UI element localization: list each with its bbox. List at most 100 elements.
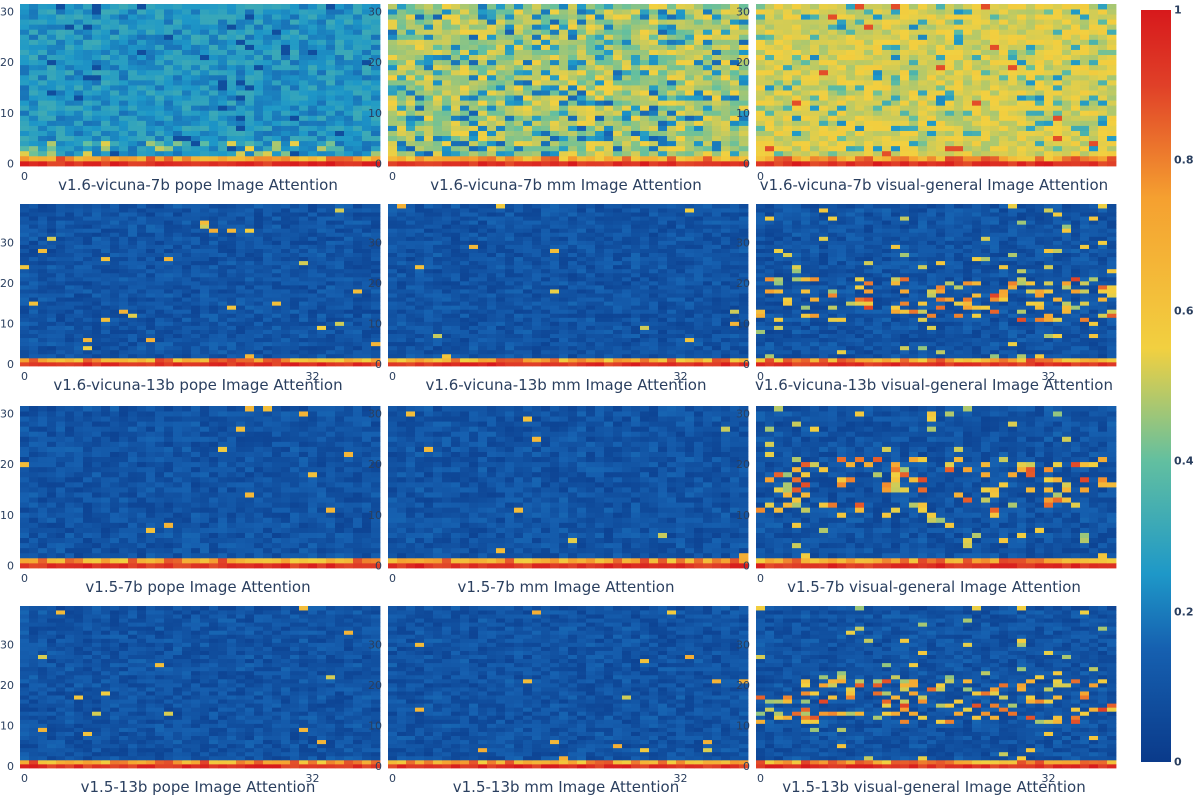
heatmap-cell [209,65,218,70]
heatmap-cell [694,24,703,29]
heatmap-cell [1071,45,1080,50]
heatmap-cell [1044,110,1053,115]
heatmap-cell [155,110,164,115]
heatmap-cell [882,131,891,136]
heatmap-cell [227,146,236,151]
heatmap-cell [101,126,110,131]
heatmap-cell [810,75,819,80]
heatmap-cell [110,156,119,161]
heatmap-cell [83,80,92,85]
heatmap-cell [56,342,65,346]
heatmap-cell [92,45,101,50]
heatmap-cell [406,131,415,136]
heatmap-cell [963,131,972,136]
heatmap-cell [882,80,891,85]
heatmap-cell [236,313,245,317]
heatmap-cell [182,362,191,366]
heatmap-cell [1107,136,1116,141]
heatmap-cell [308,321,317,325]
heatmap-cell [83,75,92,80]
heatmap-cell [1017,141,1026,146]
heatmap-cell [227,317,236,321]
heatmap-cell [245,146,254,151]
heatmap-cell [963,105,972,110]
heatmap-cell [155,4,164,9]
heatmap-cell [209,4,218,9]
heatmap-cell [299,305,308,309]
heatmap-cell [209,29,218,34]
heatmap-cell [972,85,981,90]
heatmap-cell [649,14,658,19]
heatmap-cell [353,126,362,131]
heatmap-cell [128,75,137,80]
heatmap-cell [290,95,299,100]
heatmap-cell [290,9,299,14]
heatmap-cell [164,342,173,346]
heatmap-cell [972,146,981,151]
heatmap-cell [236,257,245,261]
heatmap-cell [254,156,263,161]
heatmap-cell [362,24,371,29]
heatmap-cell [478,90,487,95]
heatmap-cell [1035,29,1044,34]
heatmap-cell [83,342,92,346]
heatmap-cell [1035,80,1044,85]
heatmap-cell [559,14,568,19]
heatmap-cell [1026,100,1035,105]
heatmap-cell [586,141,595,146]
heatmap-cell [281,55,290,60]
heatmap-cell [972,161,981,166]
heatmap-cell [29,19,38,24]
heatmap-cell [1071,75,1080,80]
heatmap-cell [810,131,819,136]
heatmap-cell [335,19,344,24]
heatmap-cell [155,309,164,313]
heatmap-cell [559,151,568,156]
heatmap-cell [74,342,83,346]
heatmap-cell [712,85,721,90]
heatmap-cell [227,115,236,120]
heatmap-cell [999,90,1008,95]
heatmap-cell [236,277,245,281]
heatmap-cell [362,350,371,354]
heatmap-cell [20,257,29,261]
heatmap-cell [568,60,577,65]
heatmap-cell [110,249,119,253]
heatmap-cell [308,305,317,309]
heatmap-cell [846,65,855,70]
heatmap-cell [936,19,945,24]
heatmap-cell [685,29,694,34]
heatmap-cell [559,105,568,110]
heatmap-cell [864,105,873,110]
heatmap-cell [873,90,882,95]
heatmap-cell [56,126,65,131]
heatmap-cell [828,126,837,131]
heatmap-cell [604,161,613,166]
heatmap-cell [236,60,245,65]
heatmap-cell [433,50,442,55]
heatmap-cell [146,146,155,151]
heatmap-cell [155,75,164,80]
heatmap-cell [200,342,209,346]
heatmap-cell [469,131,478,136]
heatmap-cell [954,90,963,95]
heatmap-cell [927,34,936,39]
heatmap-cell [415,4,424,9]
heatmap-cell [685,24,694,29]
heatmap-cell [353,257,362,261]
heatmap-cell [47,29,56,34]
heatmap-cell [335,309,344,313]
heatmap-cell [963,19,972,24]
heatmap-cell [173,301,182,305]
heatmap-cell [290,29,299,34]
heatmap-cell [397,50,406,55]
heatmap-cell [1035,75,1044,80]
heatmap-cell [496,70,505,75]
heatmap-cell [65,75,74,80]
heatmap-cell [397,115,406,120]
heatmap-cell [577,95,586,100]
heatmap-cell [263,281,272,285]
heatmap-cell [1098,115,1107,120]
heatmap-cell [128,301,137,305]
heatmap-cell [29,131,38,136]
